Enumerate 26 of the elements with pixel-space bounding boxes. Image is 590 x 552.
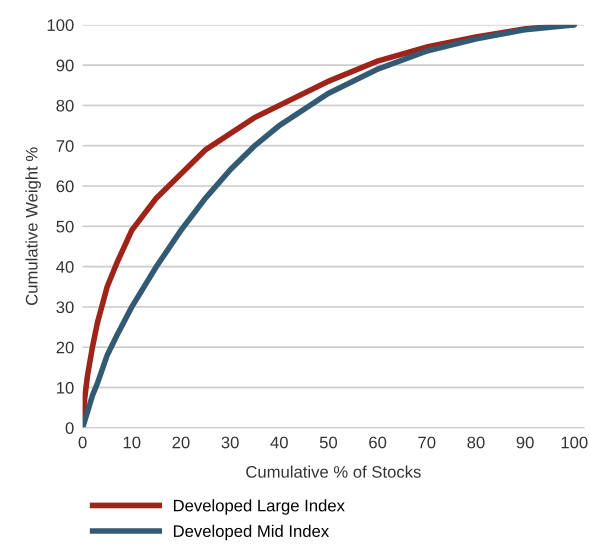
x-tick-label: 50 [320,436,338,448]
x-tick-label: 100 [562,436,588,448]
legend-label: Developed Large Index [174,499,345,515]
y-tick-label: 10 [57,382,74,394]
legend-label: Developed Mid Index [174,524,329,540]
y-tick-label: 50 [56,220,74,233]
x-tick-label: 40 [270,436,288,448]
y-axis-title: Cumulative Weight % [25,147,41,305]
x-tick-label: 20 [172,436,190,448]
y-tick-label: 90 [56,60,74,72]
x-tick-label: 70 [418,436,436,448]
x-axis-title: Cumulative % of Stocks [246,466,421,478]
y-tick-label: 60 [56,180,74,192]
x-tick-label: 60 [369,436,386,448]
x-tick-label: 10 [124,436,140,448]
y-tick-label: 30 [56,301,74,314]
y-tick-label: 40 [56,261,74,273]
y-tick-label: 70 [56,140,74,152]
x-tick-label: 90 [516,436,534,448]
y-tick-label: 20 [56,342,74,354]
y-tick-label: 80 [56,100,74,112]
x-tick-label: 30 [221,436,239,448]
x-tick-label: 0 [78,436,87,448]
x-tick-label: 80 [467,436,485,448]
y-tick-label: 0 [66,422,74,434]
y-tick-label: 100 [48,19,74,32]
